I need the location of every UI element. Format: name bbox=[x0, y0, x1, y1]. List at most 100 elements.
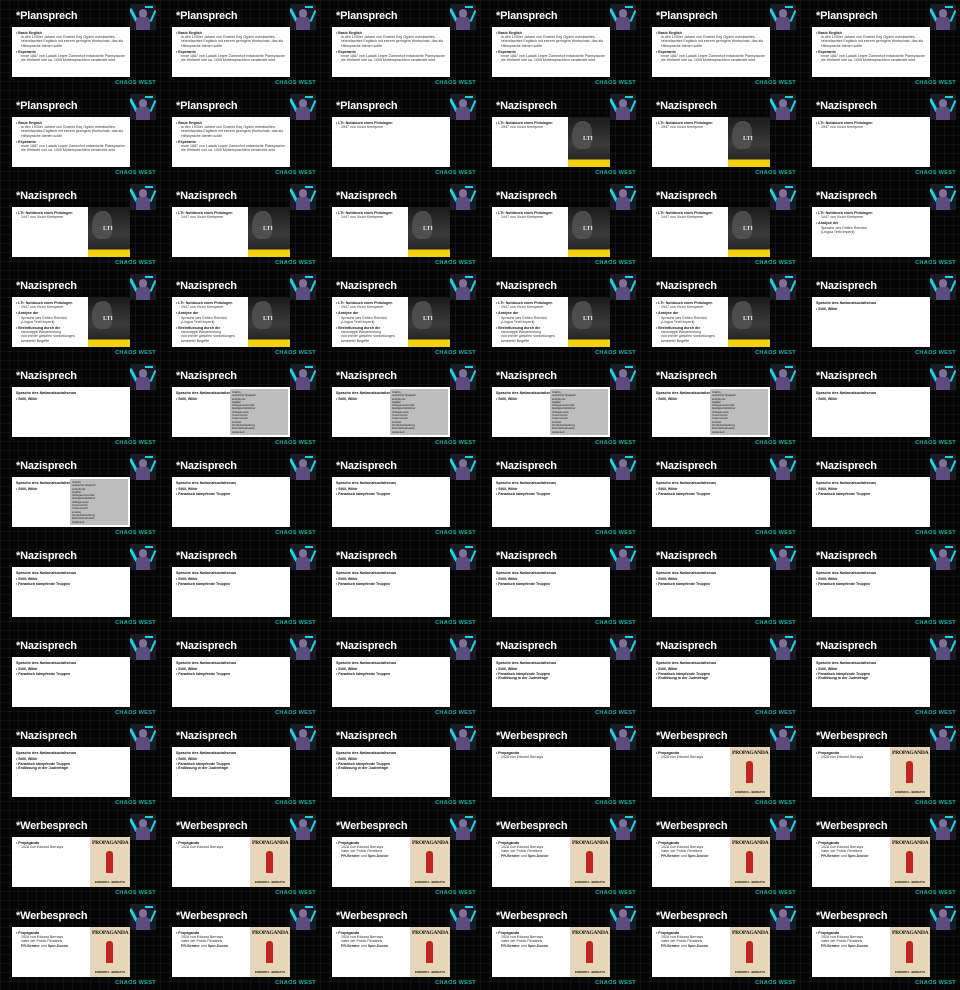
cover-figure bbox=[746, 761, 753, 783]
word-list-item: zutiefst bbox=[232, 391, 241, 394]
cover-portrait bbox=[252, 211, 272, 239]
slide-thumbnail-30[interactable]: *Nazisprech Sprache des Nationalsozialis… bbox=[800, 360, 960, 450]
slide-thumbnail-38[interactable]: *Nazisprech Sprache des Nationalsozialis… bbox=[160, 540, 320, 630]
slide-thumbnail-40[interactable]: *Nazisprech Sprache des Nationalsozialis… bbox=[480, 540, 640, 630]
bullet-item: Stilll, Wilkir bbox=[816, 577, 926, 581]
slide-thumbnail-50[interactable]: *Nazisprech Sprache des Nationalsozialis… bbox=[160, 720, 320, 810]
slide-thumbnail-46[interactable]: *Nazisprech Sprache des Nationalsozialis… bbox=[480, 630, 640, 720]
slide-thumbnail-18[interactable]: *Nazisprech LTI: Notizbuch eines Philolo… bbox=[800, 180, 960, 270]
speaker-face bbox=[299, 639, 307, 648]
slide-thumbnail-31[interactable]: *Nazisprech Sprache des Nationalsozialis… bbox=[0, 450, 160, 540]
und-text: und bbox=[360, 853, 367, 858]
slide-thumbnail-36[interactable]: *Nazisprech Sprache des Nationalsozialis… bbox=[800, 450, 960, 540]
slide-thumbnail-45[interactable]: *Nazisprech Sprache des Nationalsozialis… bbox=[320, 630, 480, 720]
slide-thumbnail-17[interactable]: *Nazisprech LTI: Notizbuch eines Philolo… bbox=[640, 180, 800, 270]
slide-thumbnail-48[interactable]: *Nazisprech Sprache des Nationalsozialis… bbox=[800, 630, 960, 720]
section-heading: Sprache des Nationalsozialismus bbox=[656, 481, 717, 485]
speaker-face bbox=[619, 729, 627, 738]
slide-thumbnail-21[interactable]: *Nazisprech LTI: Notizbuch eines Philolo… bbox=[320, 270, 480, 360]
slide-thumbnail-16[interactable]: *Nazisprech LTI: Notizbuch eines Philolo… bbox=[480, 180, 640, 270]
slide-thumbnail-28[interactable]: *Nazisprech Sprache des Nationalsozialis… bbox=[480, 360, 640, 450]
slide-thumbnail-27[interactable]: *Nazisprech Sprache des Nationalsozialis… bbox=[320, 360, 480, 450]
slide-thumbnail-41[interactable]: *Nazisprech Sprache des Nationalsozialis… bbox=[640, 540, 800, 630]
cover-figure bbox=[906, 941, 913, 963]
slide-thumbnail-26[interactable]: *Nazisprech Sprache des Nationalsozialis… bbox=[160, 360, 320, 450]
speaker-video bbox=[610, 274, 636, 300]
bullet-item: Analyse der bbox=[496, 311, 606, 315]
slide-thumbnail-20[interactable]: *Nazisprech LTI: Notizbuch eines Philolo… bbox=[160, 270, 320, 360]
slide-title: *Nazisprech bbox=[176, 190, 237, 202]
slide-thumbnail-51[interactable]: *Nazisprech Sprache des Nationalsozialis… bbox=[320, 720, 480, 810]
slide-thumbnail-9[interactable]: *Plansprech LTI: Notizbuch eines Philolo… bbox=[320, 90, 480, 180]
slide-thumbnail-32[interactable]: *Nazisprech Sprache des Nationalsozialis… bbox=[160, 450, 320, 540]
footer-label: CHAOS WEST bbox=[755, 440, 796, 446]
slide-thumbnail-35[interactable]: *Nazisprech Sprache des Nationalsozialis… bbox=[640, 450, 800, 540]
slide-thumbnail-15[interactable]: *Nazisprech LTI: Notizbuch eines Philolo… bbox=[320, 180, 480, 270]
slide-thumbnail-39[interactable]: *Nazisprech Sprache des Nationalsozialis… bbox=[320, 540, 480, 630]
slide-thumbnail-25[interactable]: *Nazisprech Sprache des Nationalsozialis… bbox=[0, 360, 160, 450]
speaker-face bbox=[939, 99, 947, 108]
slide-thumbnail-10[interactable]: *Nazisprech LTI: Notizbuch eines Philolo… bbox=[480, 90, 640, 180]
bullet-item: Sprache des Dritten Reiches bbox=[501, 315, 547, 320]
slide-thumbnail-44[interactable]: *Nazisprech Sprache des Nationalsozialis… bbox=[160, 630, 320, 720]
slide-thumbnail-23[interactable]: *Nazisprech LTI: Notizbuch eines Philolo… bbox=[640, 270, 800, 360]
speaker-video bbox=[930, 94, 956, 120]
slide-thumbnail-33[interactable]: *Nazisprech Sprache des Nationalsozialis… bbox=[320, 450, 480, 540]
bullet-item: Propaganda bbox=[16, 931, 126, 935]
slide-thumbnail-34[interactable]: *Nazisprech Sprache des Nationalsozialis… bbox=[480, 450, 640, 540]
slide-thumbnail-22[interactable]: *Nazisprech LTI: Notizbuch eines Philolo… bbox=[480, 270, 640, 360]
slide-thumbnail-37[interactable]: *Nazisprech Sprache des Nationalsozialis… bbox=[0, 540, 160, 630]
bullet-item: Stilll, Wilkir bbox=[176, 577, 286, 581]
bullet-item: von immer gleichen Vorstellungen bbox=[341, 334, 395, 339]
slide-thumbnail-11[interactable]: *Nazisprech LTI: Notizbuch eines Philolo… bbox=[640, 90, 800, 180]
slide-thumbnail-19[interactable]: *Nazisprech LTI: Notizbuch eines Philolo… bbox=[0, 270, 160, 360]
slide-thumbnail-42[interactable]: *Nazisprech Sprache des Nationalsozialis… bbox=[800, 540, 960, 630]
word-list-item: totalitär bbox=[392, 400, 401, 404]
bullet-list: Sprache des Nationalsozialismus Stilll, W… bbox=[656, 571, 766, 586]
slide-thumbnail-24[interactable]: *Nazisprech Sprache des Nationalsozialis… bbox=[800, 270, 960, 360]
slide-content: Sprache des Nationalsozialismus Stilll, W… bbox=[812, 477, 930, 527]
slide-thumbnail-14[interactable]: *Nazisprech LTI: Notizbuch eines Philolo… bbox=[160, 180, 320, 270]
bullet-item: Vater der Public Relations bbox=[501, 939, 543, 944]
slide-thumbnail-43[interactable]: *Nazisprech Sprache des Nationalsozialis… bbox=[0, 630, 160, 720]
cyan-decoration bbox=[945, 96, 953, 98]
slide-thumbnail-12[interactable]: *Nazisprech LTI: Notizbuch eines Philolo… bbox=[800, 90, 960, 180]
slide-thumbnail-29[interactable]: *Nazisprech Sprache des Nationalsozialis… bbox=[640, 360, 800, 450]
slide-thumbnail-47[interactable]: *Nazisprech Sprache des Nationalsozialis… bbox=[640, 630, 800, 720]
slide-thumbnail-49[interactable]: *Nazisprech Sprache des Nationalsozialis… bbox=[0, 720, 160, 810]
slide-thumbnail-13[interactable]: *Nazisprech LTI: Notizbuch eines Philolo… bbox=[0, 180, 160, 270]
bullet-item: Stilll, Wilkir bbox=[16, 667, 126, 671]
footer-label: CHAOS WEST bbox=[755, 710, 796, 716]
speaker-video bbox=[930, 634, 956, 660]
cyan-decoration bbox=[149, 820, 156, 832]
cyan-decoration bbox=[625, 726, 633, 728]
